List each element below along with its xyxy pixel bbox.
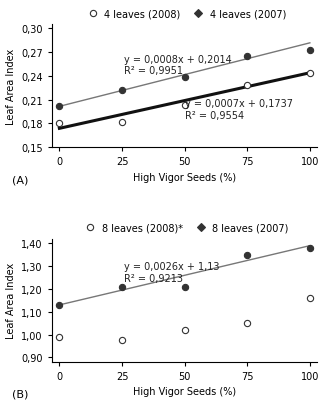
Text: (B): (B) bbox=[12, 389, 29, 399]
Legend: 4 leaves (2008), 4 leaves (2007): 4 leaves (2008), 4 leaves (2007) bbox=[83, 9, 286, 19]
Y-axis label: Leaf Area Index: Leaf Area Index bbox=[6, 48, 16, 124]
Text: y = 0,0026x + 1,13
R² = 0,9213: y = 0,0026x + 1,13 R² = 0,9213 bbox=[124, 261, 219, 283]
Text: (A): (A) bbox=[12, 175, 29, 185]
Text: y = 0,0007x + 0,1737
R² = 0,9554: y = 0,0007x + 0,1737 R² = 0,9554 bbox=[185, 99, 292, 120]
Legend: 8 leaves (2008)*, 8 leaves (2007): 8 leaves (2008)*, 8 leaves (2007) bbox=[81, 223, 289, 233]
Text: y = 0,0008x + 0,2014
R² = 0,9951: y = 0,0008x + 0,2014 R² = 0,9951 bbox=[124, 54, 231, 76]
Y-axis label: Leaf Area Index: Leaf Area Index bbox=[6, 263, 16, 339]
X-axis label: High Vigor Seeds (%): High Vigor Seeds (%) bbox=[133, 172, 236, 182]
X-axis label: High Vigor Seeds (%): High Vigor Seeds (%) bbox=[133, 387, 236, 396]
